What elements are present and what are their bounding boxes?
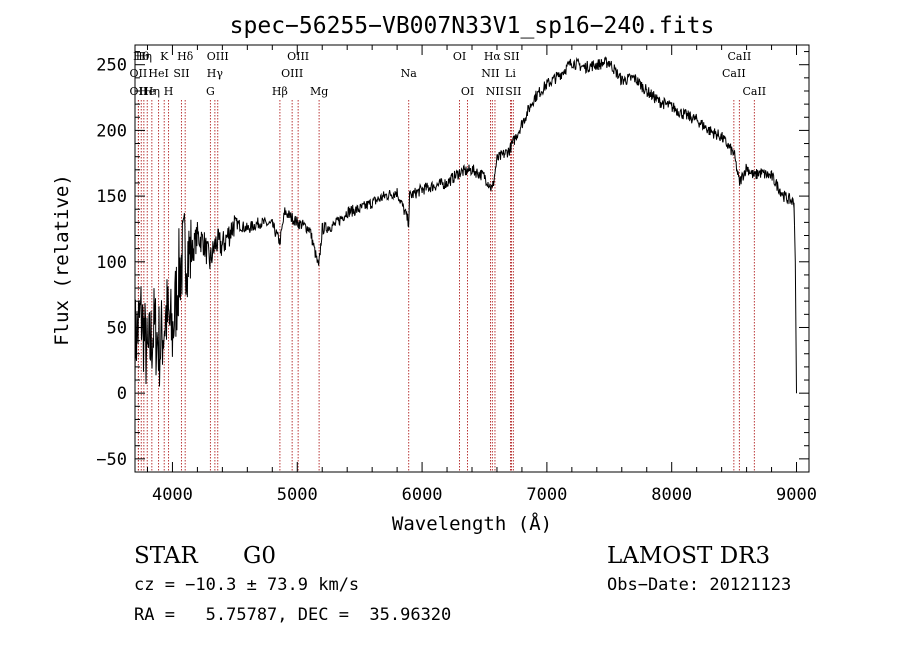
line-marker-label-19: OI [453,50,466,63]
spectrum-flux-line [134,56,797,394]
line-marker-label-23: NII [486,85,504,98]
line-marker-label-3: Hη [136,50,152,63]
line-marker-label-21: NII [481,67,499,80]
survey-name: LAMOST DR3 [607,543,770,569]
line-marker-label-0: OII [130,67,148,80]
line-marker-label-24: Li [505,67,516,80]
y-tick-label-6: 250 [96,56,127,76]
x-axis: 4000 5000 6000 7000 8000 9000 [146,45,817,505]
line-marker-label-13: OIII [207,50,229,63]
line-marker-label-25: SII [503,50,519,63]
line-marker-label-16: OIII [287,50,309,63]
line-marker-label-28: CaII [728,50,752,63]
x-tick-label-7000: 7000 [526,485,567,505]
object-subclass: G0 [243,543,276,569]
plot-frame [134,44,810,473]
observation-date: Obs−Date: 20121123 [607,575,791,595]
y-tick-label-4: 150 [96,187,127,207]
x-tick-label-8000: 8000 [651,485,692,505]
x-tick-label-6000: 6000 [402,485,443,505]
x-tick-label-9000: 9000 [776,485,817,505]
line-marker-label-8: H [164,85,174,98]
line-marker-label-14: Hβ [272,85,288,98]
line-marker-label-12: Hγ [207,67,224,80]
line-marker-label-9: SII [173,67,189,80]
line-marker-label-20: OI [461,85,474,98]
line-marker-label-6: HeI [148,67,168,80]
y-tick-label-5: 200 [96,121,127,141]
spectrum-plot [134,56,797,394]
line-marker-label-22: Hα [484,50,502,63]
y-axis: −50 0 50 100 150 200 250 [96,51,809,470]
line-marker-label-10: Hδ [177,50,194,63]
line-marker-label-4: He [139,85,155,98]
chart-title: spec−56255−VB007N33V1_sp16−240.fits [230,13,715,39]
line-marker-label-27: CaII [722,67,746,80]
y-tick-label-1: 0 [117,384,127,404]
line-marker-label-18: Na [401,67,418,80]
coordinates-readout: RA = 5.75787, DEC = 35.96320 [134,605,451,625]
y-axis-label: Flux (relative) [51,174,73,346]
line-marker-label-2: Hθ [133,50,150,63]
line-marker-label-5: Hη [144,85,160,98]
line-marker-label-17: Mg [310,85,328,98]
line-marker-label-1: OII [130,85,148,98]
x-tick-label-4000: 4000 [152,485,193,505]
object-class: STAR [134,543,198,569]
y-tick-label-2: 50 [107,318,127,338]
redshift-readout: cz = −10.3 ± 73.9 km/s [134,575,359,595]
y-tick-label-3: 100 [96,253,127,273]
y-tick-label-0: −50 [96,450,127,470]
line-marker-label-11: G [206,85,215,98]
line-marker-label-7: K [160,50,169,63]
x-axis-label: Wavelength (Å) [392,512,552,535]
line-marker-label-26: SII [505,85,521,98]
x-tick-label-5000: 5000 [277,485,318,505]
line-marker-label-29: CaII [742,85,766,98]
line-marker-label-15: OIII [281,67,303,80]
spectral-line-markers: OIIOIIHθHηHeHηHeIKHSIIHδGHγOIIIHβOIIIOII… [130,50,766,472]
